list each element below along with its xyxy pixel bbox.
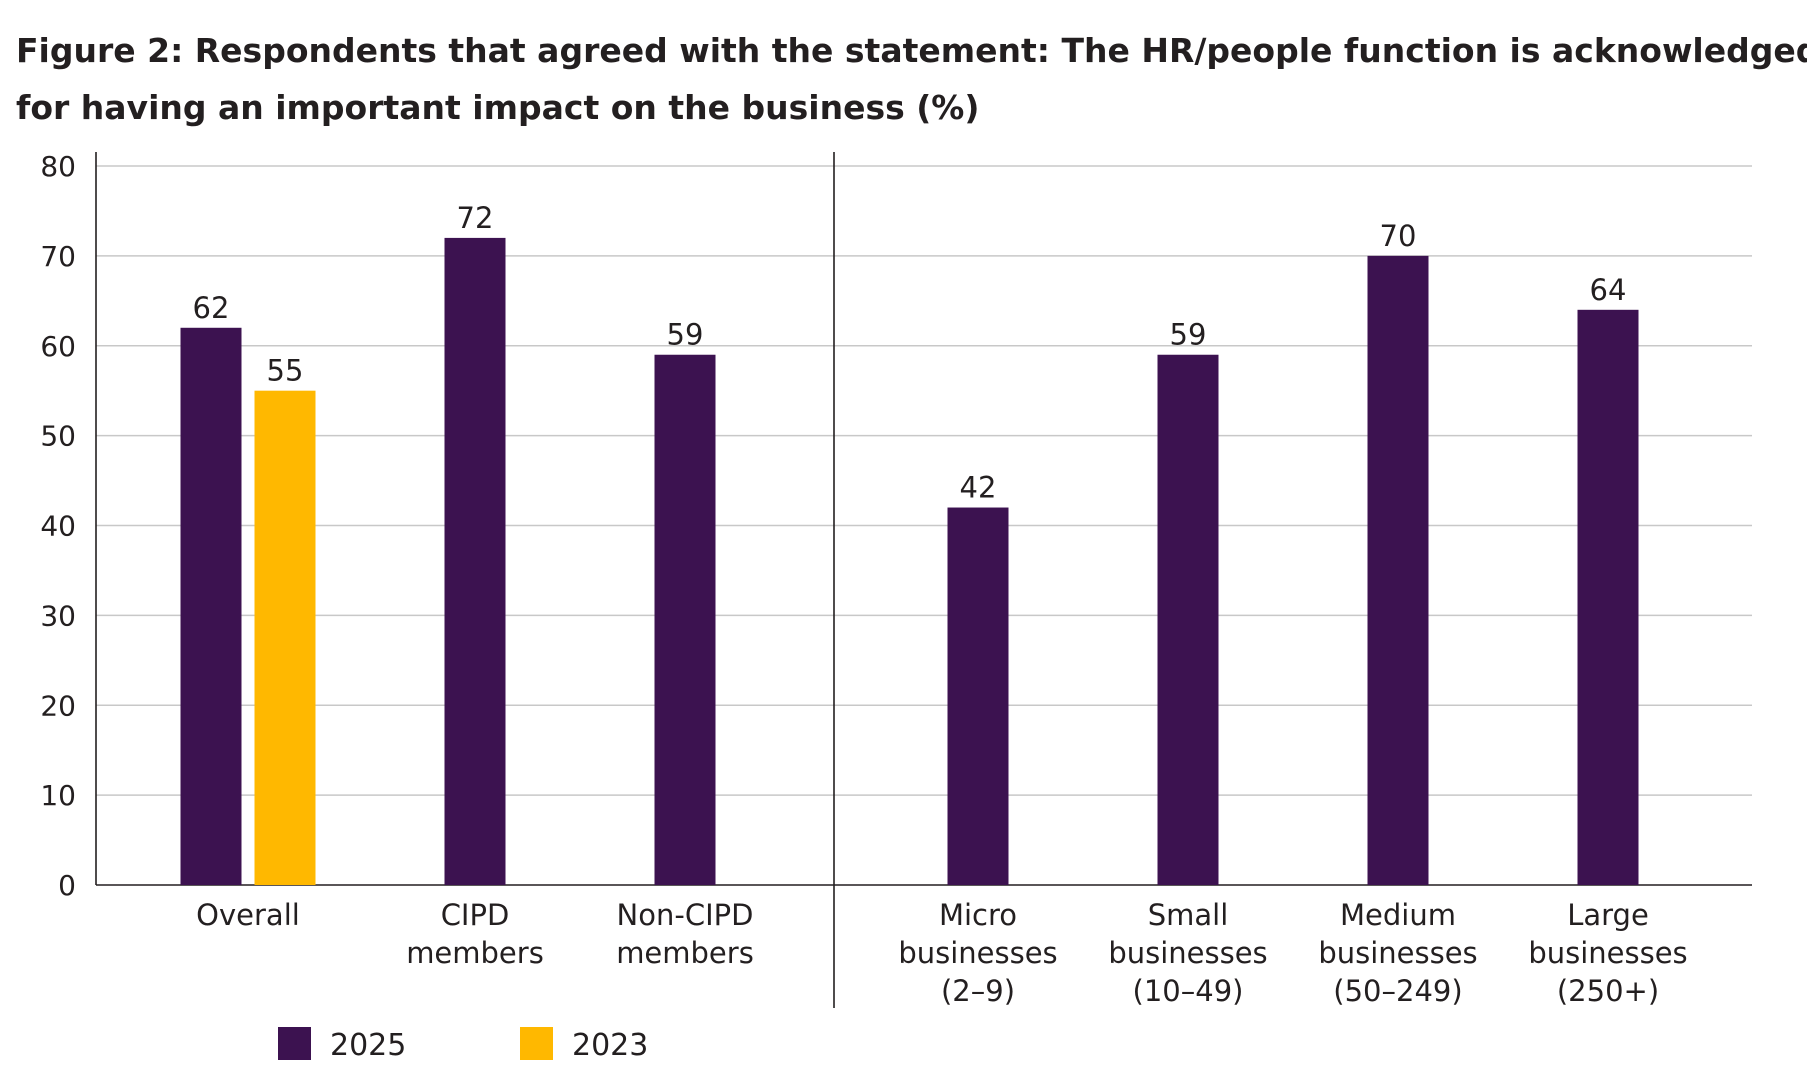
y-tick-label: 80 [40, 150, 76, 183]
data-label: 59 [1170, 318, 1207, 352]
category-label: members [406, 936, 544, 970]
legend-label: 2025 [330, 1028, 406, 1063]
y-tick-label: 0 [58, 869, 76, 902]
bars [180, 237, 1639, 885]
data-label: 59 [667, 318, 704, 352]
data-label: 55 [267, 354, 304, 388]
bar-2025-4 [1157, 354, 1219, 885]
y-tick-label: 10 [40, 779, 76, 812]
category-label: Medium [1340, 898, 1456, 932]
data-label: 64 [1590, 273, 1627, 307]
category-label: (10–49) [1133, 974, 1244, 1008]
bar-2025-6 [1577, 309, 1639, 885]
bar-2025-3 [947, 507, 1009, 885]
legend-swatch-2023 [520, 1027, 553, 1060]
category-label: Overall [196, 898, 300, 932]
y-tick-label: 40 [40, 510, 76, 543]
data-labels: 62 55 72 59 42 59 70 64 [193, 201, 1627, 505]
category-label: (2–9) [941, 974, 1015, 1008]
category-label: members [616, 936, 754, 970]
legend: 2025 2023 [278, 1027, 648, 1063]
bar-2025-5 [1367, 255, 1429, 885]
category-label: (250+) [1557, 974, 1659, 1008]
category-label: Micro [939, 898, 1017, 932]
bar-2025-1 [444, 237, 506, 885]
category-label: businesses [1108, 936, 1267, 970]
category-label: Large [1567, 898, 1649, 932]
axes [95, 152, 1752, 1008]
y-axis-ticks: 0 10 20 30 40 50 60 70 80 [40, 150, 76, 902]
bar-2025-2 [654, 354, 716, 885]
bar-2025-0 [180, 327, 242, 885]
category-label: Small [1148, 898, 1229, 932]
legend-label: 2023 [572, 1028, 648, 1063]
chart-title-line-2: for having an important impact on the bu… [16, 88, 980, 127]
bar-2023-0 [254, 390, 316, 885]
data-label: 72 [457, 201, 494, 235]
category-label: CIPD [441, 898, 510, 932]
chart-title: Figure 2: Respondents that agreed with t… [16, 22, 1807, 136]
category-labels: Overall CIPD members Non-CIPD members Micro bu… [196, 898, 1688, 1008]
data-label: 62 [193, 291, 230, 325]
y-tick-label: 50 [40, 420, 76, 453]
y-tick-label: 70 [40, 240, 76, 273]
category-label: businesses [1528, 936, 1687, 970]
data-label: 42 [960, 471, 997, 505]
y-tick-label: 30 [40, 599, 76, 632]
legend-swatch-2025 [278, 1027, 311, 1060]
category-label: Non-CIPD [617, 898, 754, 932]
data-label: 70 [1380, 219, 1417, 253]
category-label: businesses [898, 936, 1057, 970]
category-label: businesses [1318, 936, 1477, 970]
category-label: (50–249) [1333, 974, 1462, 1008]
gridlines [96, 165, 1752, 796]
y-tick-label: 60 [40, 330, 76, 363]
y-tick-label: 20 [40, 689, 76, 722]
chart-title-line-1: Figure 2: Respondents that agreed with t… [16, 31, 1807, 70]
